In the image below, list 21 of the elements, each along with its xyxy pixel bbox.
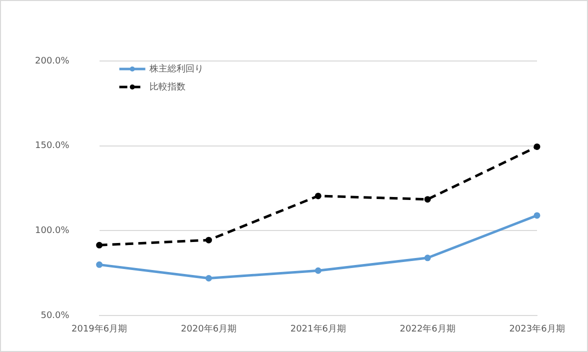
legend-label: 株主総利回り: [148, 63, 204, 74]
point: [534, 143, 540, 150]
point: [314, 192, 322, 200]
point: [96, 261, 103, 268]
x-tick-label: 2022年6月期: [400, 323, 456, 334]
point: [424, 196, 431, 203]
point: [424, 254, 431, 262]
point: [314, 267, 322, 274]
x-tick-label: 2020年6月期: [180, 323, 237, 334]
x-tick-label: 2019年6月期: [71, 323, 128, 334]
y-tick-label: 100.0%: [34, 226, 70, 236]
y-tick-label: 200.0%: [34, 56, 70, 66]
legend-label: 比較指数: [149, 81, 186, 92]
point: [96, 242, 103, 248]
x-tick-label: 2023年6月期: [509, 323, 565, 334]
y-tick-label: 50.0%: [40, 310, 70, 321]
point: [534, 212, 540, 219]
point: [205, 236, 212, 244]
x-tick-label: 2021年6月期: [290, 323, 346, 334]
point: [205, 275, 212, 282]
y-tick-label: 150.0%: [34, 141, 70, 152]
